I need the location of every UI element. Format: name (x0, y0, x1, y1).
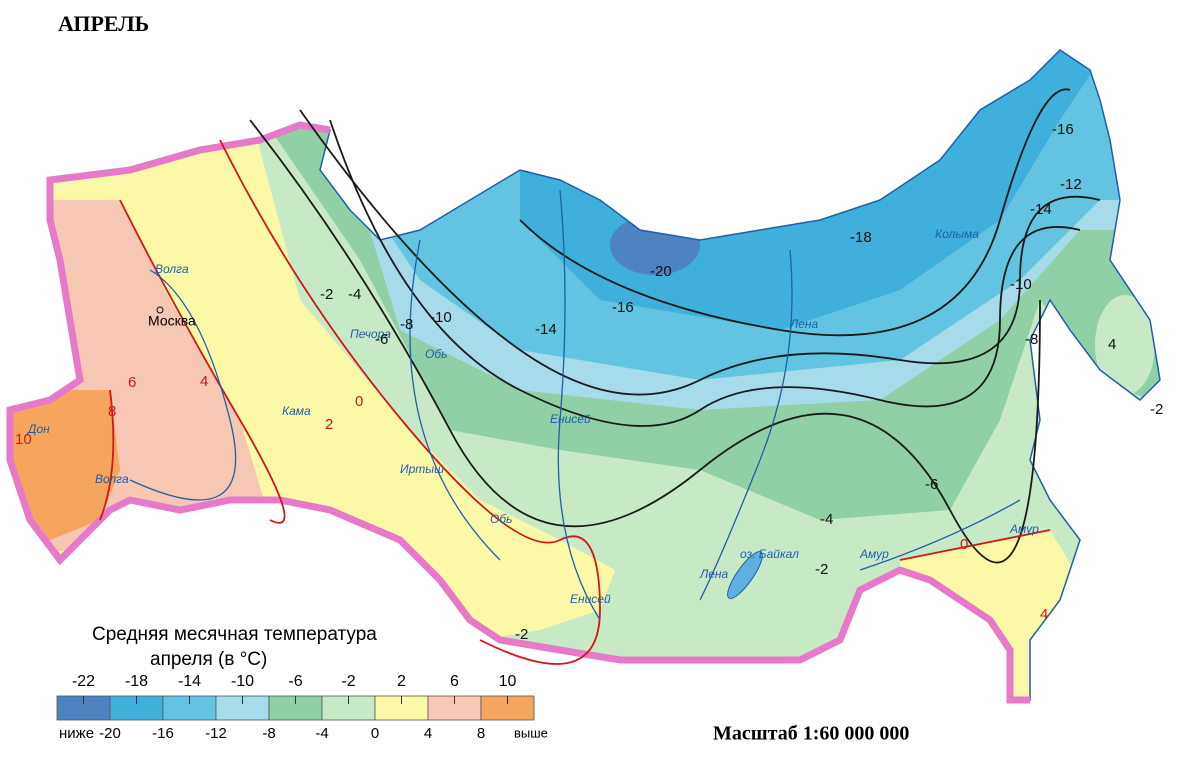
isotherm-label: -2 (1150, 401, 1163, 418)
river-label: Волга (95, 472, 129, 486)
legend-boundary-label: ниже (59, 725, 94, 742)
isotherm-label: 8 (108, 403, 116, 420)
isotherm-label: -8 (400, 316, 413, 333)
isotherm-line (219, 139, 601, 665)
isotherm-label: -20 (650, 263, 672, 280)
isotherms-warm (99, 139, 1051, 665)
isotherm-label: -6 (375, 331, 388, 348)
isotherm-label: 6 (128, 374, 136, 391)
isotherm-label: -14 (1030, 201, 1052, 218)
city-marker (156, 306, 164, 314)
river (557, 189, 601, 621)
river (699, 249, 793, 601)
river (859, 499, 1021, 571)
legend-boundary-label: выше (514, 725, 548, 740)
legend-boundary-label: 0 (371, 725, 379, 742)
legend-title: апреля (в °С) (150, 649, 267, 670)
legend-boundary-label: 4 (424, 725, 432, 742)
isotherm-label: -8 (1025, 331, 1038, 348)
isotherm-line (299, 109, 1101, 396)
river-label: Лена (699, 567, 729, 581)
isotherm-label: -10 (430, 309, 452, 326)
legend-class-label: 6 (450, 673, 459, 690)
isotherm-label: -18 (850, 229, 872, 246)
legend-class-label: -10 (231, 673, 254, 690)
isotherm-label: 0 (960, 536, 968, 553)
river-label: Печора (350, 327, 391, 341)
river-label: Обь (490, 512, 512, 526)
rivers (129, 189, 1021, 621)
river-label: Волга (155, 262, 189, 276)
river (129, 269, 237, 501)
isotherm-label: 4 (1040, 606, 1048, 623)
legend-boundary-label: 8 (477, 725, 485, 742)
map-title: АПРЕЛЬ (58, 11, 149, 36)
river-label: Амур (859, 547, 889, 561)
river-label: Дон (26, 422, 50, 436)
isotherm-label: -4 (348, 286, 361, 303)
lake-baikal (727, 551, 763, 599)
isotherm-label: -6 (925, 476, 938, 493)
river-label: Колыма (935, 227, 979, 241)
river-label: Кама (282, 404, 311, 418)
isotherm-label: -2 (815, 561, 828, 578)
isotherm-line (119, 199, 286, 524)
legend-class-label: 10 (499, 673, 517, 690)
legend-class-label: 2 (397, 673, 406, 690)
legend-class-label: -6 (288, 673, 302, 690)
isotherm-labels: -20-18-16 -16-14-14 -12-10-10 -8-8-6 -6-… (15, 121, 1163, 643)
isotherm-line (329, 119, 1081, 427)
river-labels: Волга Дон Волга Кама Печора Обь Иртыш Обь Енис… (26, 227, 1039, 606)
isotherm-line (519, 88, 1071, 337)
isotherm-label: -10 (1010, 276, 1032, 293)
isotherm-line (249, 119, 1041, 564)
legend-title: Средняя месячная температура (92, 624, 377, 645)
legend-boundary-label: -12 (205, 725, 227, 742)
legend-class-label: -14 (178, 673, 201, 690)
river (409, 239, 501, 561)
legend-class-label: -2 (341, 673, 355, 690)
isotherm-line (99, 389, 115, 521)
isotherm-label: -2 (320, 286, 333, 303)
isotherm-label: 4 (200, 373, 208, 390)
isotherm-label: 4 (1108, 336, 1116, 353)
isotherm-label: 0 (355, 393, 363, 410)
isotherm-line (899, 529, 1051, 561)
legend-boundary-label: -16 (152, 725, 174, 742)
isotherm-label: -12 (1060, 176, 1082, 193)
river-label: Обь (425, 347, 447, 361)
zone (1095, 295, 1155, 395)
river-label: Лена (789, 317, 819, 331)
isotherm-label: -2 (515, 626, 528, 643)
legend-swatch (162, 695, 217, 721)
isotherm-label: -4 (820, 511, 833, 528)
legend-boundary-label: -20 (99, 725, 121, 742)
isotherm-label: -16 (1052, 121, 1074, 138)
map-scale: Масштаб 1:60 000 000 (713, 723, 909, 745)
legend-boundary-label: -4 (315, 725, 328, 742)
isotherm-label: 2 (325, 416, 333, 433)
lake-label: оз. Байкал (740, 547, 799, 561)
river-label: Енисей (570, 592, 611, 606)
isotherm-label: -16 (612, 299, 634, 316)
river-label: Иртыш (400, 462, 444, 476)
city-label: Москва (148, 313, 196, 329)
legend-boundary-label: -8 (262, 725, 275, 742)
legend-class-label: -18 (125, 673, 148, 690)
isotherm-label: -14 (535, 321, 557, 338)
river-label: Енисей (550, 412, 591, 426)
legend-class-label: -22 (72, 673, 95, 690)
isotherms (249, 88, 1101, 564)
river-label: Амур (1009, 522, 1039, 536)
isotherm-label: 10 (15, 431, 32, 448)
